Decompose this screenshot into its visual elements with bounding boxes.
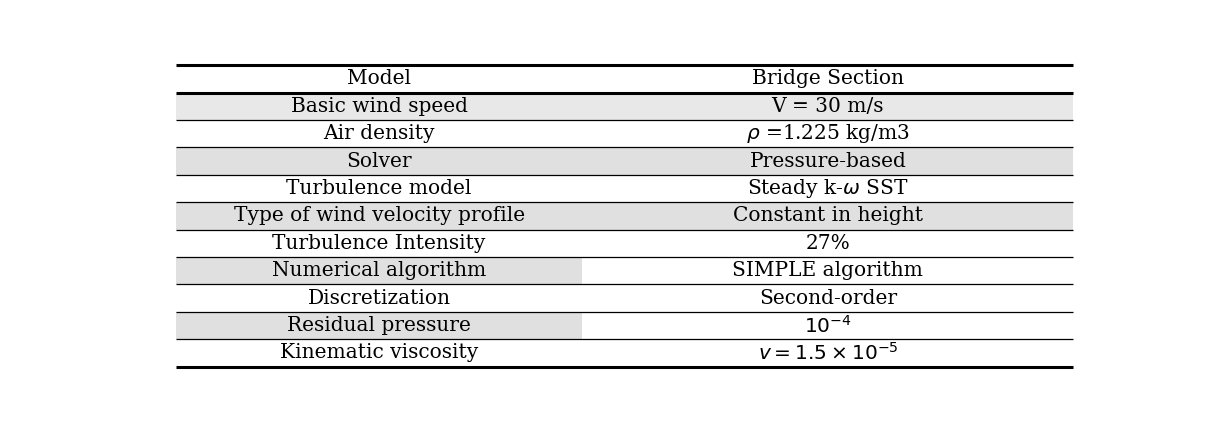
Text: Solver: Solver — [346, 152, 412, 171]
Bar — [176, 312, 583, 339]
Bar — [176, 339, 583, 367]
Text: $v = 1.5 \times 10^{-5}$: $v = 1.5 \times 10^{-5}$ — [757, 342, 898, 364]
Bar — [176, 65, 583, 93]
Text: Constant in height: Constant in height — [733, 206, 923, 225]
Text: Steady k-$\omega$ SST: Steady k-$\omega$ SST — [747, 177, 908, 200]
Text: Turbulence model: Turbulence model — [286, 179, 472, 198]
Text: Turbulence Intensity: Turbulence Intensity — [272, 234, 486, 253]
Bar — [176, 202, 583, 229]
Text: Basic wind speed: Basic wind speed — [290, 97, 468, 116]
Bar — [176, 229, 583, 257]
Bar — [583, 147, 1074, 175]
Bar — [176, 175, 583, 202]
Text: Model: Model — [347, 69, 411, 88]
Bar — [176, 93, 583, 120]
Bar — [583, 120, 1074, 147]
Text: 27%: 27% — [806, 234, 850, 253]
Bar — [583, 202, 1074, 229]
Text: Air density: Air density — [323, 124, 435, 143]
Bar — [176, 284, 583, 312]
Bar — [583, 312, 1074, 339]
Text: Pressure-based: Pressure-based — [750, 152, 906, 171]
Text: Kinematic viscosity: Kinematic viscosity — [280, 344, 478, 362]
Text: SIMPLE algorithm: SIMPLE algorithm — [733, 261, 923, 280]
Text: V = 30 m/s: V = 30 m/s — [772, 97, 884, 116]
Bar — [583, 175, 1074, 202]
Text: Residual pressure: Residual pressure — [288, 316, 471, 335]
Text: $10^{-4}$: $10^{-4}$ — [805, 314, 852, 336]
Text: $\rho$ =1.225 kg/m3: $\rho$ =1.225 kg/m3 — [746, 122, 909, 145]
Bar — [176, 257, 583, 284]
Bar — [583, 284, 1074, 312]
Bar — [583, 229, 1074, 257]
Text: Discretization: Discretization — [307, 288, 451, 308]
Bar — [176, 147, 583, 175]
Text: Second-order: Second-order — [758, 288, 897, 308]
Bar — [583, 257, 1074, 284]
Text: Type of wind velocity profile: Type of wind velocity profile — [234, 206, 524, 225]
Text: Bridge Section: Bridge Section — [752, 69, 903, 88]
Bar — [583, 93, 1074, 120]
Text: Numerical algorithm: Numerical algorithm — [272, 261, 486, 280]
Bar — [583, 65, 1074, 93]
Bar — [583, 339, 1074, 367]
Bar — [176, 120, 583, 147]
